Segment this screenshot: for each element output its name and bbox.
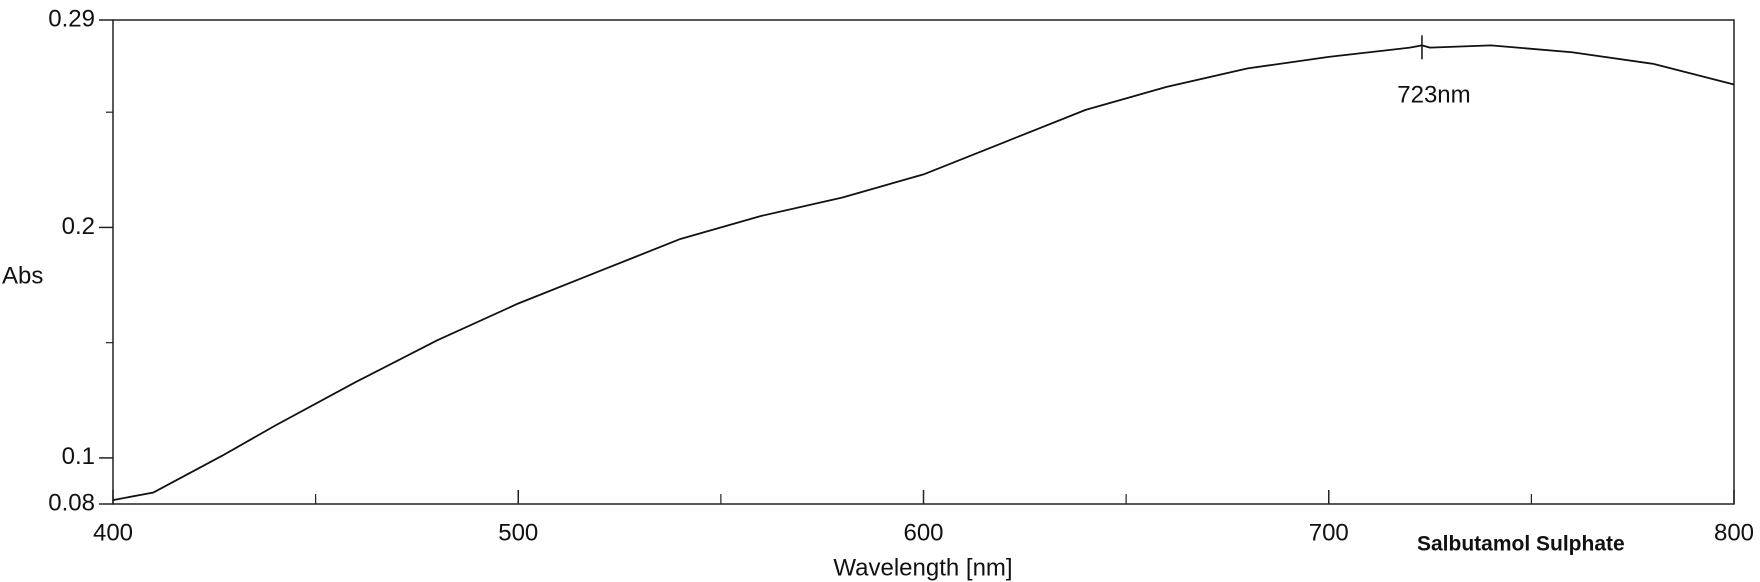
plot-frame xyxy=(112,19,1735,505)
y-tick-label: 0.1 xyxy=(62,443,95,470)
line-series xyxy=(112,44,1735,501)
x-tick-label: 700 xyxy=(1309,519,1349,546)
y-tick-label: 0.08 xyxy=(48,489,95,516)
y-tick-label: 0.29 xyxy=(48,5,95,32)
peak-label: 723nm xyxy=(1397,82,1470,109)
x-tick-label: 600 xyxy=(903,519,943,546)
x-tick-label: 500 xyxy=(498,519,538,546)
x-tick-label: 800 xyxy=(1714,519,1754,546)
x-axis-label: Wavelength [nm] xyxy=(833,554,1012,581)
series-label: Salbutamol Sulphate xyxy=(1417,533,1625,556)
y-tick-label: 0.2 xyxy=(62,213,95,240)
y-axis-label: Abs xyxy=(2,262,43,289)
x-tick-label: 400 xyxy=(93,519,133,546)
